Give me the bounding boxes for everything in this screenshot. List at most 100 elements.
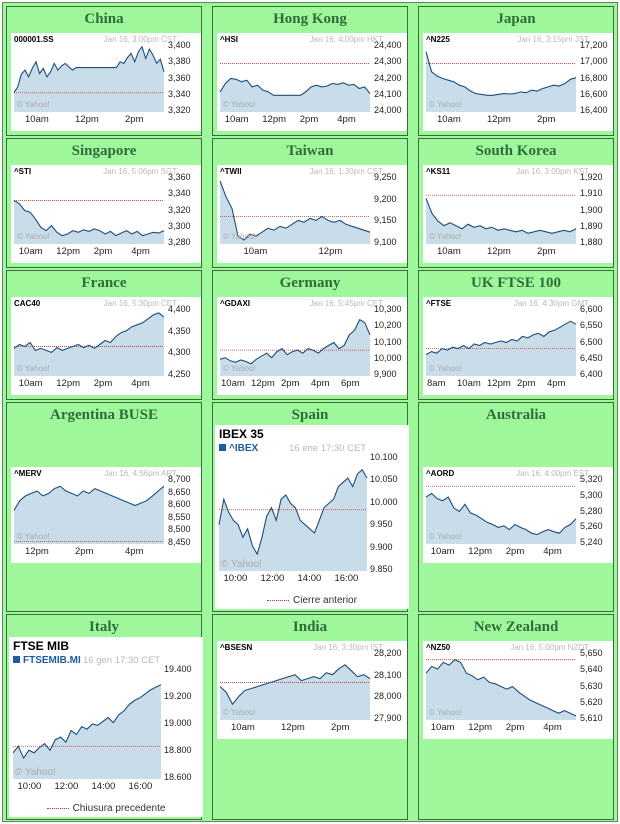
price-area [426, 493, 576, 544]
ticker-symbol[interactable]: ^NZ50 [426, 643, 451, 652]
y-tick-label: 5,260 [580, 521, 603, 532]
chart-panel[interactable]: ^AORD Jan 16, 4:00pm EST © Yahoo! 5,320 5,30… [423, 467, 613, 563]
ticker-symbol[interactable]: ^KS11 [426, 167, 451, 176]
ticker-symbol[interactable]: ^N225 [426, 35, 450, 44]
ticker-label: ^IBEX [229, 443, 259, 454]
region-title: Spain [291, 407, 329, 423]
x-tick-label: 12pm [487, 114, 511, 125]
price-chart[interactable] [219, 177, 371, 244]
market-cell: Singapore ^STI Jan 16, 5:06pm SGT © Yahoo! 3… [6, 138, 202, 268]
ticker-symbol[interactable]: ^AORD [426, 469, 455, 478]
region-title: Singapore [71, 143, 137, 159]
y-tick-label: 8,450 [168, 537, 191, 547]
timestamp: Jan 16, 5:30pm CET [103, 299, 177, 308]
chart-panel[interactable]: ^NZ50 Jan 16, 5:00pm NZDT © Yahoo! 5,650 5,6… [423, 641, 613, 739]
price-chart[interactable] [13, 177, 165, 244]
y-tick-label: 24,400 [374, 40, 402, 50]
y-tick-label: 18.600 [164, 772, 192, 782]
timestamp: 16 ene 17:30 CET [289, 443, 367, 454]
y-tick-label: 6,400 [580, 369, 603, 379]
chart-panel[interactable]: ^KS11 Jan 16, 3:00pm KST © Yahoo! 1,920 1,91… [423, 165, 613, 263]
price-line [219, 180, 371, 241]
price-area [426, 659, 576, 720]
ticker-symbol[interactable]: 000001.SS [14, 35, 54, 44]
x-tick-label: 10am [18, 246, 43, 257]
chart-panel[interactable]: IBEX 35 ^IBEX 16 ene 17:30 CET © Yahoo! 10.1… [215, 425, 409, 609]
ticker-symbol[interactable]: ^MERV [14, 469, 42, 478]
chart-panel[interactable]: 000001.SS Jan 16, 3:00pm CST © Yahoo! 3,400… [11, 33, 201, 131]
x-tick-label: 14:00 [91, 781, 116, 792]
price-line [425, 51, 577, 96]
region-title: Australia [486, 407, 546, 423]
x-tick-label: 12pm [468, 546, 493, 557]
price-chart[interactable] [13, 479, 165, 544]
y-tick-label: 1,910 [580, 188, 603, 199]
price-line [425, 659, 577, 717]
y-tick-label: 6,600 [580, 304, 603, 314]
x-tick-label: 14:00 [297, 573, 322, 584]
y-tick-label: 5,300 [580, 489, 603, 500]
y-tick-label: 9.900 [370, 541, 393, 552]
x-tick-label: 10am [25, 114, 49, 125]
ticker-symbol[interactable]: ^IBEX [219, 443, 258, 454]
timestamp: Jan 16, 5:45pm CET [309, 299, 383, 308]
chart-panel[interactable]: ^N225 Jan 16, 3:15pm JST © Yahoo! 17,200 17,… [423, 33, 613, 131]
y-tick-label: 8,700 [168, 474, 191, 484]
chart-panel[interactable]: ^GDAXI Jan 16, 5:45pm CET © Yahoo! 10,300 10… [217, 297, 407, 395]
yahoo-watermark: © Yahoo! [429, 708, 462, 717]
price-chart[interactable] [425, 309, 577, 376]
chart-panel[interactable]: ^FTSE Jan 16, 4:30pm GMT © Yahoo! 6,600 6,55… [423, 297, 613, 395]
price-area [219, 469, 367, 571]
series-swatch-icon [219, 444, 226, 451]
price-chart[interactable] [12, 669, 162, 779]
y-tick-label: 3,320 [168, 105, 191, 115]
y-tick-label: 3,360 [168, 172, 191, 182]
yahoo-watermark: © Yahoo! [223, 232, 256, 241]
x-tick-label: 2pm [93, 246, 113, 257]
chart-panel[interactable]: CAC40 Jan 16, 5:30pm CET © Yahoo! 4,400 4,35… [11, 297, 201, 395]
chart-panel[interactable]: ^BSESN Jan 16, 3:30pm IST © Yahoo! 28,200 28… [217, 641, 407, 739]
x-tick-label: 4pm [125, 546, 144, 557]
ticker-symbol[interactable]: ^HSI [220, 35, 239, 44]
timestamp: Jan 16, 5:00pm NZDT [510, 643, 589, 652]
price-chart[interactable] [13, 45, 165, 113]
x-tick-label: 2pm [517, 378, 536, 389]
y-tick-label: 3,300 [168, 220, 191, 231]
ticker-symbol[interactable]: ^FTSE [426, 299, 452, 308]
price-chart[interactable] [425, 177, 577, 244]
timestamp: Jan 16, 1:30pm CST [309, 167, 383, 176]
price-area [220, 319, 370, 376]
x-tick-label: 4pm [547, 378, 566, 389]
market-cell: New Zealand ^NZ50 Jan 16, 5:00pm NZDT © Yah… [418, 614, 614, 820]
timestamp: 16 gen 17:30 CET [83, 655, 161, 666]
y-tick-label: 10,200 [374, 320, 402, 331]
price-chart[interactable] [218, 457, 368, 571]
ticker-symbol[interactable]: ^BSESN [220, 643, 253, 652]
price-chart[interactable] [425, 45, 577, 112]
ticker-symbol[interactable]: FTSEMIB.MI [13, 655, 81, 666]
price-chart[interactable] [13, 309, 165, 376]
price-chart[interactable] [425, 479, 577, 544]
price-chart[interactable] [219, 45, 371, 112]
chart-panel[interactable]: ^STI Jan 16, 5:06pm SGT © Yahoo! 3,360 3,340… [11, 165, 201, 263]
market-cell: Argentina BUSE ^MERV Jan 16, 4:56pm ART © Y… [6, 402, 202, 612]
timestamp: Jan 16, 4:30pm GMT [513, 299, 589, 308]
y-tick-label: 1,920 [580, 172, 603, 182]
y-tick-label: 9,150 [374, 215, 397, 226]
chart-panel[interactable]: ^TWII Jan 16, 1:30pm CST © Yahoo! 9,250 9,20… [217, 165, 407, 263]
price-chart[interactable] [219, 653, 371, 720]
x-tick-label: 4pm [543, 546, 562, 557]
y-tick-label: 19.400 [164, 664, 192, 674]
price-chart[interactable] [219, 309, 371, 376]
chart-panel[interactable]: FTSE MIB FTSEMIB.MI 16 gen 17:30 CET © Yaho… [9, 637, 203, 817]
price-line [13, 485, 165, 511]
price-chart[interactable] [425, 653, 577, 720]
ticker-symbol[interactable]: ^TWII [220, 167, 242, 176]
chart-panel[interactable]: ^MERV Jan 16, 4:56pm ART © Yahoo! 8,700 8,65… [11, 467, 201, 563]
chart-panel[interactable]: ^HSI Jan 16, 4:00pm HKT © Yahoo! 24,400 24,3… [217, 33, 407, 131]
ticker-symbol[interactable]: ^GDAXI [220, 299, 251, 308]
y-tick-label: 1,890 [580, 220, 603, 231]
x-tick-label: 12pm [262, 114, 287, 125]
ticker-symbol[interactable]: ^STI [14, 167, 32, 176]
ticker-symbol[interactable]: CAC40 [14, 299, 41, 308]
